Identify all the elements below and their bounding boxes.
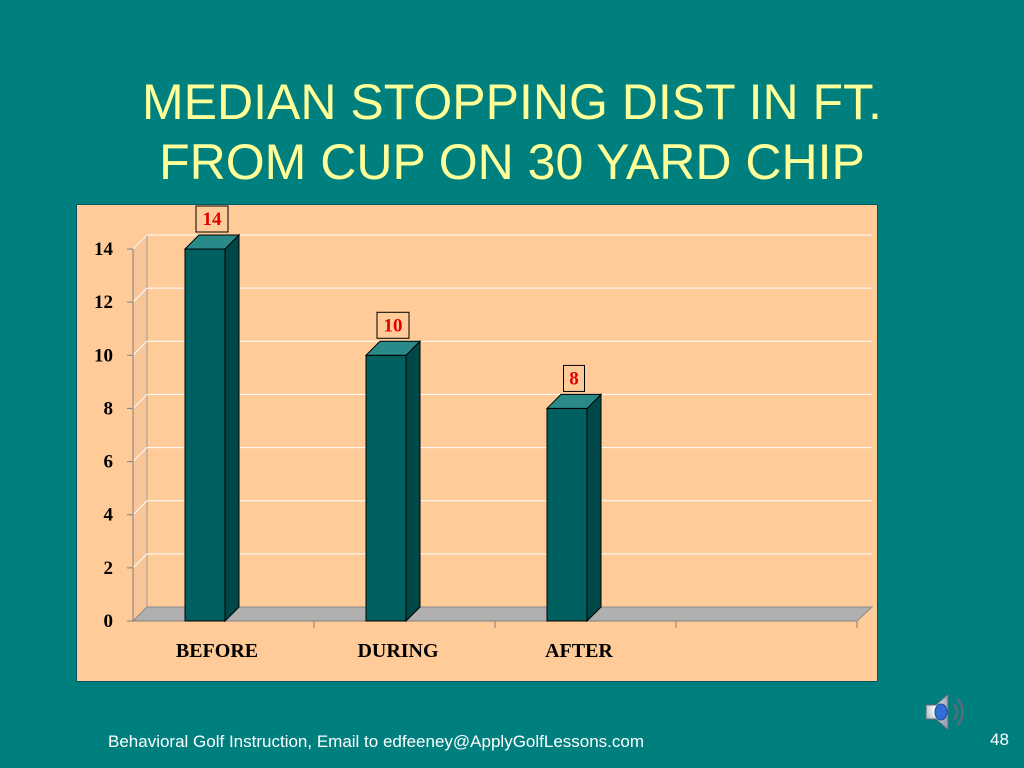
bar-top bbox=[183, 234, 241, 250]
y-tick-label: 6 bbox=[104, 452, 114, 473]
data-label: 8 bbox=[569, 368, 579, 389]
gridline-depth bbox=[132, 234, 148, 250]
page-number: 48 bbox=[990, 730, 1009, 749]
gridline-depth bbox=[132, 394, 148, 409]
chart-svg: 0 2 4 6 8 10 12 14 14 BEFORE 10 DURING 8 AFTER bbox=[94, 205, 874, 662]
data-label: 10 bbox=[384, 315, 403, 336]
bar-top bbox=[545, 393, 603, 409]
bar-chart: 0 2 4 6 8 10 12 14 14 BEFORE 10 DURING 8 AFTER bbox=[76, 204, 878, 682]
y-tick-label: 12 bbox=[94, 292, 113, 313]
y-tick-label: 2 bbox=[104, 558, 114, 579]
slide-title: MEDIAN STOPPING DIST IN FT. FROM CUP ON … bbox=[0, 72, 1024, 192]
speaker-icon[interactable] bbox=[920, 688, 970, 736]
bar-before bbox=[184, 248, 226, 622]
y-tick-label: 8 bbox=[104, 398, 114, 419]
bar-side bbox=[405, 340, 421, 623]
data-label: 14 bbox=[203, 209, 223, 230]
data-label-box bbox=[563, 364, 585, 392]
x-category-label: BEFORE bbox=[176, 640, 258, 662]
gridline-depth bbox=[132, 340, 148, 356]
y-tick-label: 4 bbox=[104, 505, 114, 526]
bar-during bbox=[365, 354, 407, 622]
gridline-depth bbox=[132, 447, 148, 462]
bar-side bbox=[586, 393, 602, 623]
bar-top bbox=[364, 340, 422, 356]
chart-side-wall bbox=[132, 233, 148, 623]
x-category-label: DURING bbox=[357, 640, 439, 662]
y-tick-label: 10 bbox=[94, 345, 113, 366]
gridline-depth bbox=[132, 553, 148, 569]
gridline-depth bbox=[132, 500, 148, 516]
y-tick-label: 0 bbox=[104, 611, 114, 632]
gridline-depth bbox=[132, 287, 148, 303]
x-category-label: AFTER bbox=[545, 640, 613, 662]
title-line-2: FROM CUP ON 30 YARD CHIP bbox=[159, 134, 865, 190]
chart-floor bbox=[131, 606, 874, 622]
data-label-box bbox=[376, 311, 410, 339]
bar-side bbox=[224, 233, 240, 623]
data-label-box bbox=[195, 205, 229, 233]
title-line-1: MEDIAN STOPPING DIST IN FT. bbox=[142, 74, 882, 130]
footer-text: Behavioral Golf Instruction, Email to ed… bbox=[108, 732, 645, 751]
y-tick-label: 14 bbox=[94, 239, 114, 260]
bar-after bbox=[546, 407, 588, 622]
